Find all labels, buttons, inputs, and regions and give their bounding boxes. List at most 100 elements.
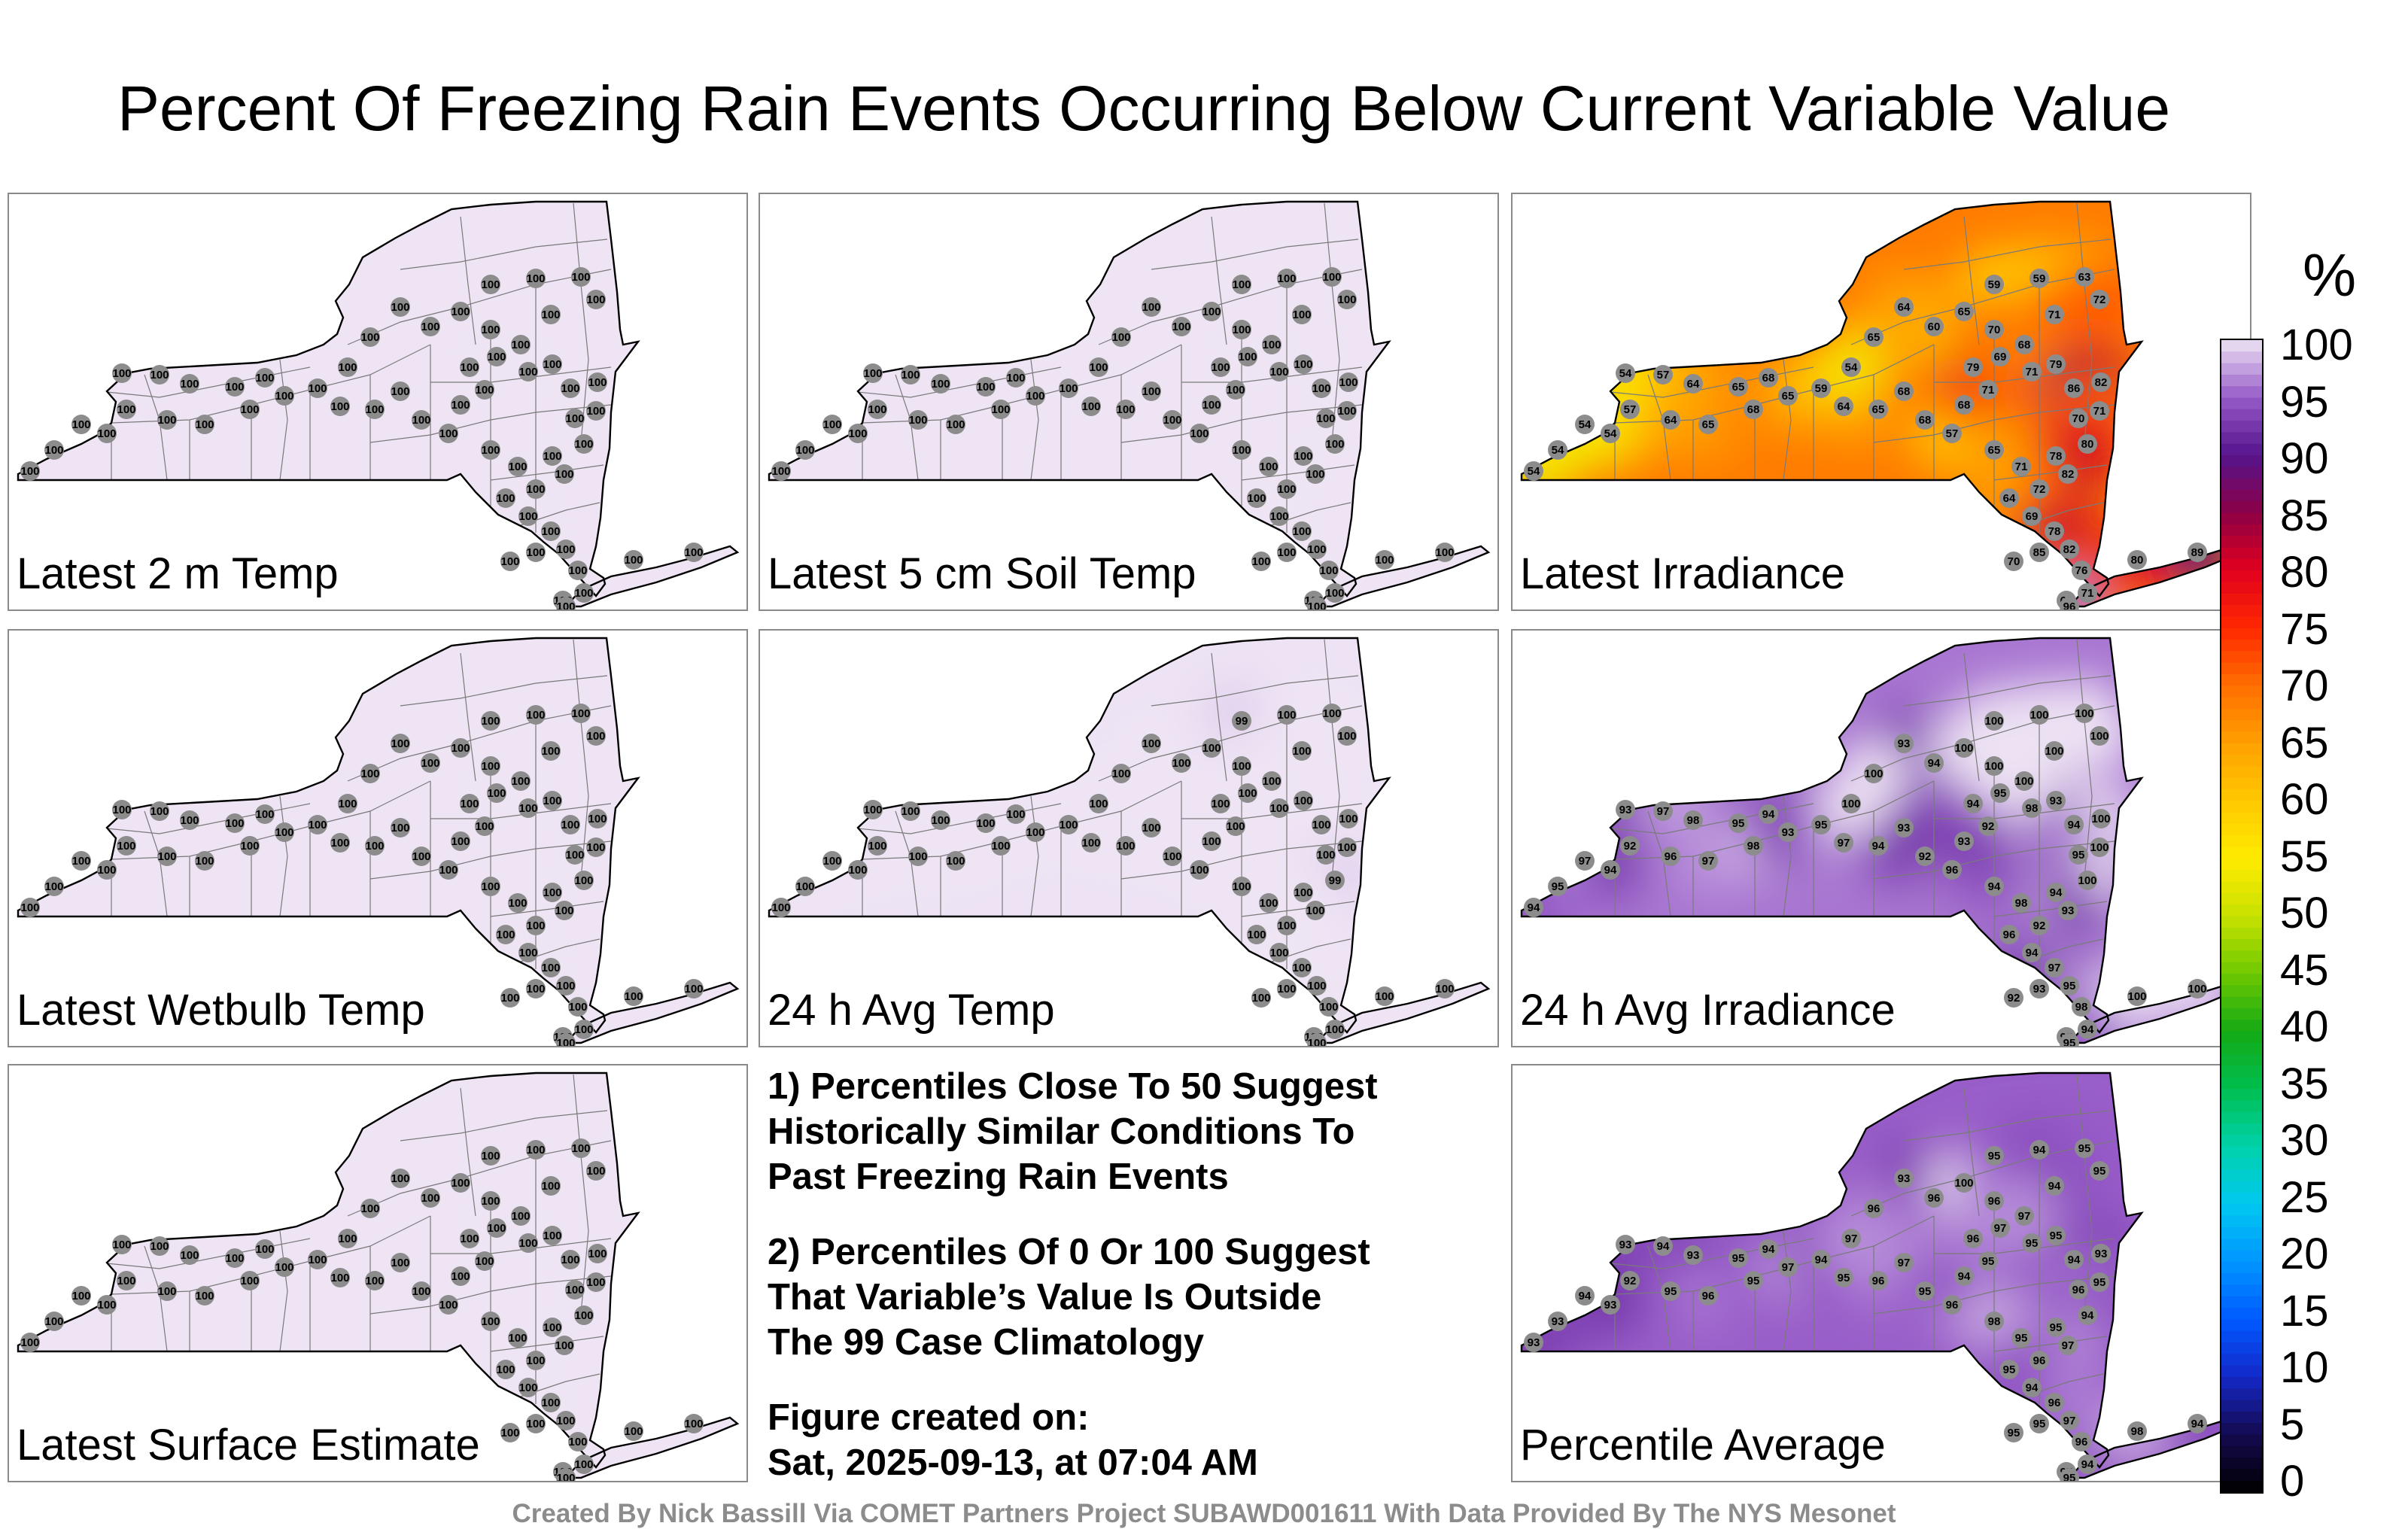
station-value-label: 100 bbox=[412, 1285, 430, 1298]
station-value-label: 100 bbox=[543, 1321, 561, 1334]
station-marker: 100 bbox=[117, 400, 136, 419]
station-dot bbox=[412, 847, 431, 866]
colorbar-band bbox=[2221, 1342, 2262, 1355]
station-marker: 100 bbox=[508, 457, 528, 476]
station-marker: 95 bbox=[1978, 1251, 1998, 1271]
station-marker: 100 bbox=[180, 374, 199, 394]
station-value-label: 100 bbox=[526, 1144, 545, 1157]
station-dot bbox=[1728, 1248, 1748, 1268]
station-marker: 100 bbox=[543, 354, 562, 374]
station-value-label: 100 bbox=[112, 1239, 131, 1251]
station-dot bbox=[1226, 380, 1245, 400]
colorbar-band bbox=[2221, 1226, 2262, 1239]
station-dot bbox=[1698, 851, 1718, 871]
station-marker: 100 bbox=[556, 1033, 576, 1046]
station-dot bbox=[1312, 815, 1331, 834]
station-dot bbox=[991, 400, 1011, 419]
station-dot bbox=[2090, 726, 2109, 746]
station-value-label: 100 bbox=[180, 378, 199, 391]
station-value-label: 100 bbox=[117, 1275, 135, 1287]
station-dot bbox=[1163, 847, 1182, 866]
station-dot bbox=[571, 1138, 591, 1158]
station-marker: 94 bbox=[1963, 794, 1983, 813]
station-marker: 100 bbox=[1226, 380, 1245, 400]
station-dot bbox=[574, 1306, 594, 1325]
station-marker: 95 bbox=[1811, 815, 1831, 834]
station-value-label: 92 bbox=[1982, 820, 1995, 833]
station-marker: 100 bbox=[360, 327, 380, 347]
station-dot bbox=[1269, 943, 1289, 962]
station-dot bbox=[330, 833, 350, 853]
station-dot bbox=[565, 409, 585, 428]
station-marker: 100 bbox=[684, 543, 704, 562]
station-value-label: 57 bbox=[1946, 427, 1959, 440]
station-dot bbox=[1232, 440, 1251, 460]
station-dot bbox=[2127, 550, 2147, 570]
station-dot bbox=[624, 986, 643, 1006]
station-value-label: 100 bbox=[518, 1237, 537, 1250]
station-dot bbox=[526, 705, 546, 725]
colorbar-band bbox=[2221, 1365, 2262, 1378]
station-dot bbox=[240, 836, 260, 856]
station-dot bbox=[1942, 860, 1962, 880]
station-dot bbox=[771, 461, 791, 481]
station-value-label: 65 bbox=[1732, 381, 1745, 394]
station-value-label: 100 bbox=[624, 990, 643, 1003]
station-value-label: 100 bbox=[1006, 808, 1025, 821]
station-value-label: 100 bbox=[1238, 787, 1257, 800]
station-marker: 96 bbox=[1868, 1271, 1888, 1290]
station-dot bbox=[508, 1328, 528, 1348]
station-marker: 100 bbox=[574, 434, 594, 454]
station-value-label: 97 bbox=[2048, 962, 2061, 974]
station-dot bbox=[1653, 365, 1673, 385]
station-marker: 94 bbox=[1868, 836, 1888, 856]
station-value-label: 65 bbox=[1958, 305, 1971, 318]
station-marker: 93 bbox=[1524, 1333, 1543, 1352]
station-value-label: 100 bbox=[1089, 798, 1108, 810]
station-marker: 79 bbox=[2046, 354, 2066, 374]
station-value-label: 100 bbox=[475, 1255, 494, 1268]
station-dot bbox=[526, 979, 546, 999]
station-value-label: 100 bbox=[574, 1309, 593, 1322]
station-dot bbox=[2090, 1272, 2109, 1292]
station-value-label: 100 bbox=[1172, 757, 1190, 770]
colorbar-band bbox=[2221, 1146, 2262, 1159]
station-value-label: 100 bbox=[556, 1472, 575, 1481]
colorbar-band bbox=[2221, 927, 2262, 940]
station-marker: 100 bbox=[795, 877, 815, 896]
station-value-label: 100 bbox=[684, 546, 703, 559]
station-value-label: 100 bbox=[1232, 278, 1251, 291]
note-1-line-2: Historically Similar Conditions To bbox=[768, 1111, 1355, 1152]
colorbar-band bbox=[2221, 974, 2262, 986]
station-marker: 100 bbox=[556, 540, 576, 559]
station-marker: 70 bbox=[2069, 409, 2088, 428]
station-marker: 100 bbox=[1316, 845, 1336, 865]
colorbar-band bbox=[2221, 755, 2262, 768]
station-dot bbox=[1294, 446, 1313, 466]
station-value-label: 100 bbox=[460, 361, 479, 374]
station-marker: 100 bbox=[421, 1188, 440, 1208]
station-marker: 100 bbox=[976, 377, 996, 397]
station-dot bbox=[475, 1251, 494, 1271]
station-dot bbox=[97, 860, 117, 880]
station-value-label: 94 bbox=[1967, 798, 1980, 810]
station-dot bbox=[1744, 836, 1763, 856]
station-marker: 97 bbox=[2058, 1336, 2078, 1355]
station-dot bbox=[561, 815, 580, 834]
station-value-label: 94 bbox=[2026, 947, 2039, 959]
colorbar-band bbox=[2221, 397, 2262, 410]
station-marker: 95 bbox=[1915, 1281, 1935, 1301]
station-value-label: 100 bbox=[684, 983, 703, 995]
station-dot bbox=[771, 898, 791, 917]
station-value-label: 100 bbox=[1111, 331, 1130, 344]
station-marker: 64 bbox=[1661, 410, 1680, 430]
station-dot bbox=[901, 801, 920, 821]
station-value-label: 100 bbox=[391, 1257, 409, 1269]
station-value-label: 79 bbox=[1967, 361, 1980, 374]
station-value-label: 100 bbox=[1294, 795, 1312, 807]
station-value-label: 100 bbox=[1316, 412, 1335, 425]
station-dot bbox=[571, 267, 591, 287]
station-dot bbox=[481, 877, 500, 896]
station-marker: 64 bbox=[1999, 488, 2019, 508]
